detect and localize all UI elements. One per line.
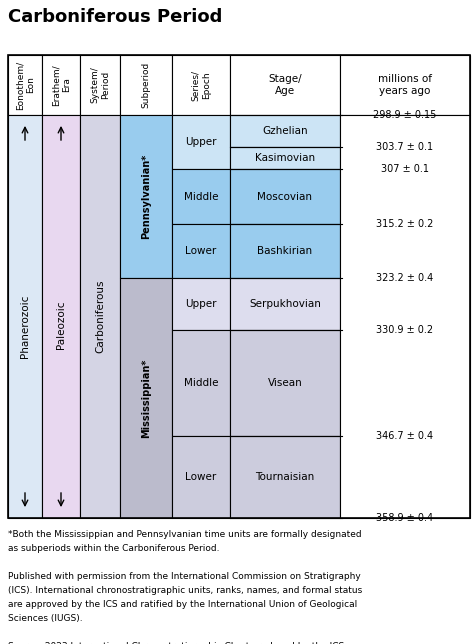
Text: 346.7 ± 0.4: 346.7 ± 0.4 <box>376 431 434 441</box>
Text: Tournaisian: Tournaisian <box>255 472 315 482</box>
Bar <box>340 115 470 518</box>
Text: Serpukhovian: Serpukhovian <box>249 299 321 309</box>
Text: 307 ± 0.1: 307 ± 0.1 <box>381 164 429 175</box>
Bar <box>172 115 230 169</box>
Bar <box>340 55 470 115</box>
Bar <box>8 55 470 518</box>
Text: Carboniferous Period: Carboniferous Period <box>8 8 222 26</box>
Text: Upper: Upper <box>185 137 217 147</box>
Text: Phanerozoic: Phanerozoic <box>20 295 30 358</box>
Text: Kasimovian: Kasimovian <box>255 153 315 164</box>
Text: Paleozoic: Paleozoic <box>56 300 66 349</box>
Text: Moscovian: Moscovian <box>257 192 312 202</box>
Bar <box>120 55 172 115</box>
Bar <box>120 278 172 518</box>
Bar <box>42 115 80 518</box>
Text: Mississippian*: Mississippian* <box>141 359 151 438</box>
Bar <box>172 436 230 518</box>
Text: 315.2 ± 0.2: 315.2 ± 0.2 <box>376 220 434 229</box>
Text: Source: 2023 International Chronostratigraphic Chart produced by the ICS.: Source: 2023 International Chronostratig… <box>8 642 347 644</box>
Text: *Both the Mississippian and Pennsylvanian time units are formally designated: *Both the Mississippian and Pennsylvania… <box>8 530 362 539</box>
Bar <box>8 115 42 518</box>
Text: System/
Period: System/ Period <box>91 66 109 104</box>
Text: Published with permission from the International Commission on Stratigraphy: Published with permission from the Inter… <box>8 572 361 581</box>
Bar <box>80 55 120 115</box>
Bar <box>172 330 230 436</box>
Text: Lower: Lower <box>185 247 217 256</box>
Bar <box>172 225 230 278</box>
Bar <box>230 115 340 147</box>
Bar <box>172 169 230 225</box>
Text: millions of
years ago: millions of years ago <box>378 74 432 96</box>
Text: Upper: Upper <box>185 299 217 309</box>
Bar <box>230 436 340 518</box>
Bar <box>42 55 80 115</box>
Bar <box>230 330 340 436</box>
Bar <box>230 278 340 330</box>
Bar <box>230 169 340 225</box>
Text: 323.2 ± 0.4: 323.2 ± 0.4 <box>376 273 434 283</box>
Bar <box>120 115 172 278</box>
Text: (ICS). International chronostratigraphic units, ranks, names, and formal status: (ICS). International chronostratigraphic… <box>8 586 362 595</box>
Bar <box>172 278 230 330</box>
Text: Carboniferous: Carboniferous <box>95 279 105 354</box>
Text: Erathem/
Era: Erathem/ Era <box>51 64 71 106</box>
Bar <box>230 55 340 115</box>
Text: Visean: Visean <box>268 378 302 388</box>
Text: Stage/
Age: Stage/ Age <box>268 74 302 96</box>
Text: Lower: Lower <box>185 472 217 482</box>
Text: as subperiods within the Carboniferous Period.: as subperiods within the Carboniferous P… <box>8 544 219 553</box>
Text: 298.9 ± 0.15: 298.9 ± 0.15 <box>374 110 437 120</box>
Text: Sciences (IUGS).: Sciences (IUGS). <box>8 614 82 623</box>
Bar <box>230 225 340 278</box>
Text: 358.9 ± 0.4: 358.9 ± 0.4 <box>376 513 434 523</box>
Bar <box>80 115 120 518</box>
Text: Gzhelian: Gzhelian <box>262 126 308 136</box>
Text: Eonothem/
Eon: Eonothem/ Eon <box>15 61 35 109</box>
Text: Bashkirian: Bashkirian <box>257 247 312 256</box>
Text: Series/
Epoch: Series/ Epoch <box>191 70 211 100</box>
Bar <box>230 147 340 169</box>
Text: Middle: Middle <box>184 192 218 202</box>
Bar <box>8 55 42 115</box>
Text: 330.9 ± 0.2: 330.9 ± 0.2 <box>376 325 434 335</box>
Text: are approved by the ICS and ratified by the International Union of Geological: are approved by the ICS and ratified by … <box>8 600 357 609</box>
Text: Middle: Middle <box>184 378 218 388</box>
Bar <box>172 55 230 115</box>
Text: Pennsylvanian*: Pennsylvanian* <box>141 154 151 239</box>
Text: Subperiod: Subperiod <box>142 62 151 108</box>
Text: 303.7 ± 0.1: 303.7 ± 0.1 <box>376 142 434 152</box>
